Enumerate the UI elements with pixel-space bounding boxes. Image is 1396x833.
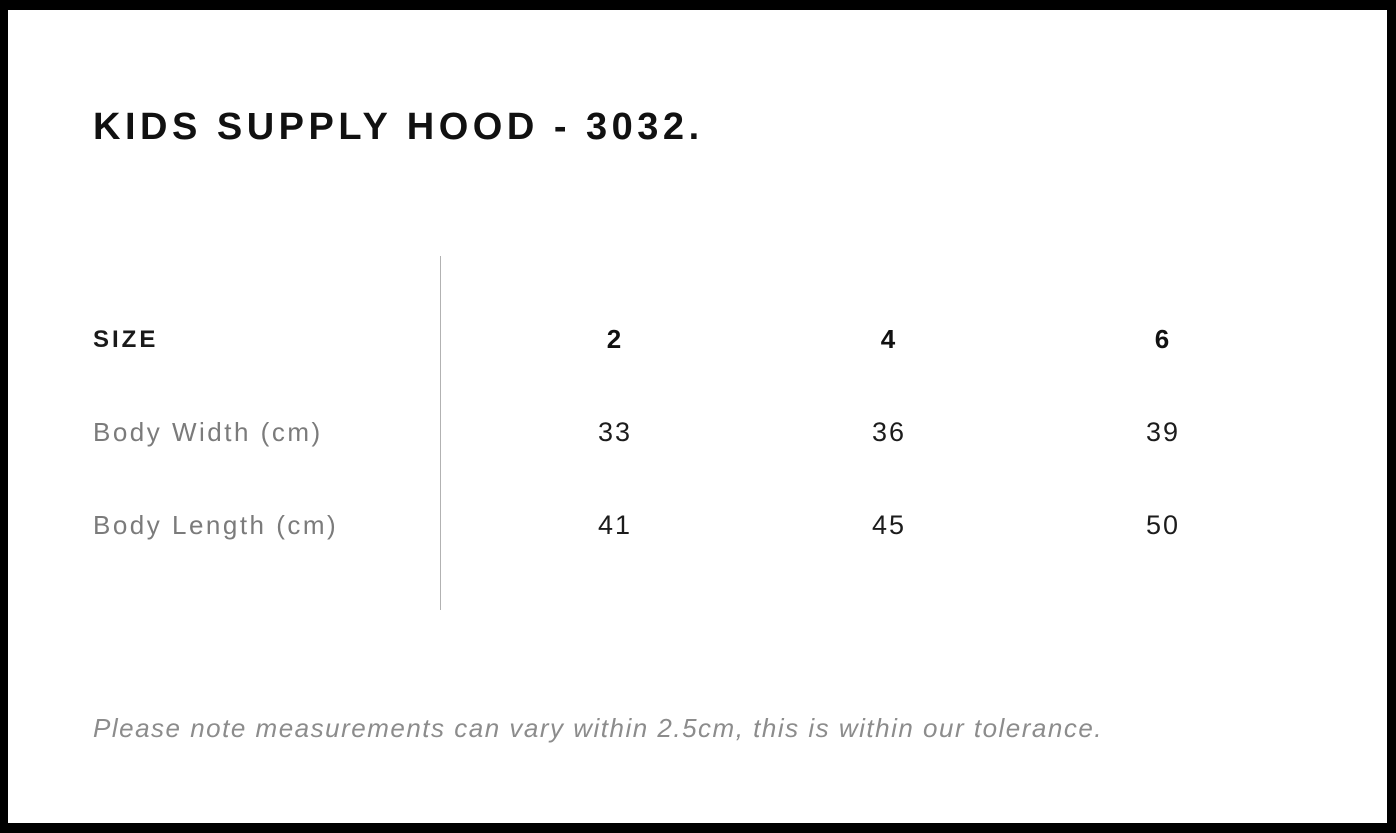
size-column-header: SIZE (93, 325, 159, 353)
body-width-size-4-value: 36 (871, 417, 907, 447)
size-option-4: 4 (880, 324, 898, 354)
row-label-body-width: Body Width (cm) (93, 417, 323, 447)
tolerance-note: Please note measurements can vary within… (93, 713, 1104, 743)
table-header-row: SIZE 2 4 6 (93, 293, 1299, 386)
size-table: SIZE 2 4 6 Body Width (cm) 33 36 39 Body… (93, 256, 1299, 610)
body-width-size-2-value: 33 (597, 417, 633, 447)
page-title: KIDS SUPPLY HOOD - 3032. (93, 106, 704, 148)
body-length-size-2-value: 41 (597, 510, 633, 540)
size-option-6: 6 (1154, 324, 1172, 354)
body-length-size-6-value: 50 (1145, 510, 1181, 540)
body-width-size-6-value: 39 (1145, 417, 1181, 447)
table-row-body-length: Body Length (cm) 41 45 50 (93, 479, 1299, 572)
table-divider-line (440, 256, 441, 610)
size-option-2: 2 (606, 324, 624, 354)
table-row-body-width: Body Width (cm) 33 36 39 (93, 386, 1299, 479)
body-length-size-4-value: 45 (871, 510, 907, 540)
row-label-body-length: Body Length (cm) (93, 510, 339, 540)
